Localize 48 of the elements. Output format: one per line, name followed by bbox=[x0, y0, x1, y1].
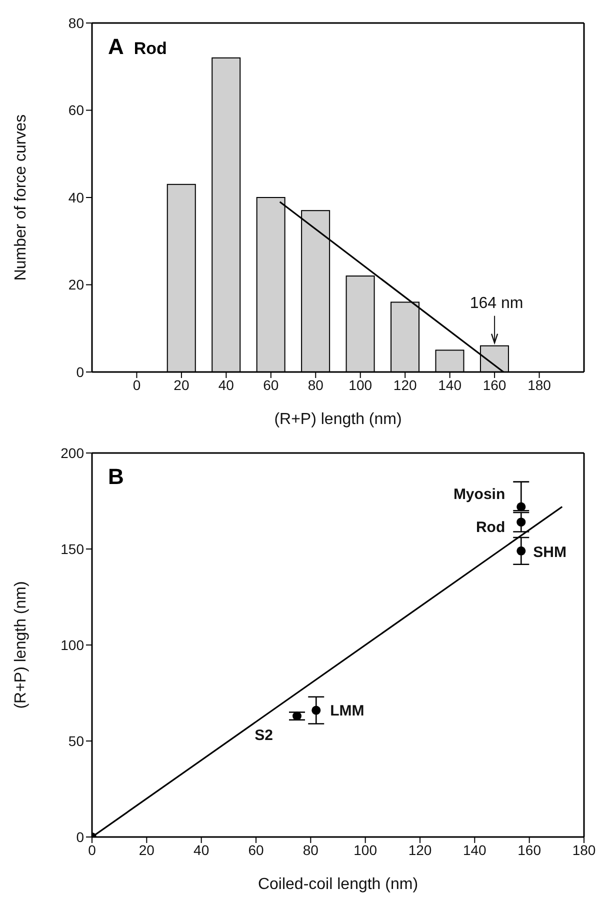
x-tick-label: 20 bbox=[174, 376, 190, 393]
x-tick-label: 60 bbox=[248, 842, 264, 858]
annotation: SHM bbox=[533, 544, 566, 561]
x-tick-label: 40 bbox=[194, 842, 210, 858]
y-tick-label: 50 bbox=[68, 732, 84, 749]
x-tick-label: 160 bbox=[482, 376, 506, 393]
x-axis-title: Coiled-coil length (nm) bbox=[258, 876, 418, 893]
x-axis-title: (R+P) length (nm) bbox=[274, 411, 402, 428]
x-tick-label: 40 bbox=[218, 376, 234, 393]
y-tick-label: 80 bbox=[68, 14, 84, 31]
annotation: 164 nm bbox=[470, 294, 524, 312]
text: Rod bbox=[134, 39, 167, 59]
x-tick-label: 180 bbox=[528, 376, 552, 393]
y-axis-title: Number of force curves bbox=[12, 114, 30, 281]
x-tick-label: 100 bbox=[354, 842, 378, 858]
y-tick-label: 40 bbox=[68, 189, 84, 206]
y-axis-title: (R+P) length (nm) bbox=[12, 581, 30, 709]
annotation: A bbox=[108, 34, 124, 60]
annotation: Myosin bbox=[453, 486, 506, 503]
annotation: S2 bbox=[254, 727, 273, 744]
y-tick-label: 20 bbox=[68, 276, 84, 293]
x-tick-label: 80 bbox=[302, 842, 319, 858]
y-tick-label: 100 bbox=[60, 636, 84, 653]
x-tick-label: 140 bbox=[438, 376, 462, 393]
annotation: Rod bbox=[476, 519, 506, 536]
y-tick-label: 0 bbox=[76, 828, 84, 845]
point bbox=[292, 712, 302, 721]
point bbox=[516, 518, 526, 527]
annotation: B bbox=[108, 464, 124, 490]
y-tick-label: 150 bbox=[60, 540, 84, 557]
y-tick-label: 200 bbox=[60, 444, 84, 461]
point bbox=[516, 502, 526, 512]
x-tick-label: 180 bbox=[572, 842, 596, 858]
x-tick-label: 160 bbox=[518, 842, 542, 858]
annotation: LMM bbox=[330, 702, 364, 720]
point bbox=[312, 706, 321, 715]
x-tick-label: 120 bbox=[408, 842, 432, 858]
x-tick-label: 80 bbox=[308, 376, 324, 393]
y-tick-label: 60 bbox=[68, 102, 84, 118]
point bbox=[516, 546, 526, 556]
x-tick-label: 0 bbox=[132, 376, 141, 393]
x-tick-label: 20 bbox=[138, 842, 155, 858]
y-tick-label: 0 bbox=[76, 364, 84, 380]
x-tick-label: 0 bbox=[88, 842, 96, 858]
x-tick-label: 100 bbox=[348, 376, 372, 393]
x-tick-label: 140 bbox=[462, 842, 487, 858]
x-tick-label: 120 bbox=[393, 376, 417, 393]
x-tick-label: 60 bbox=[263, 376, 279, 393]
